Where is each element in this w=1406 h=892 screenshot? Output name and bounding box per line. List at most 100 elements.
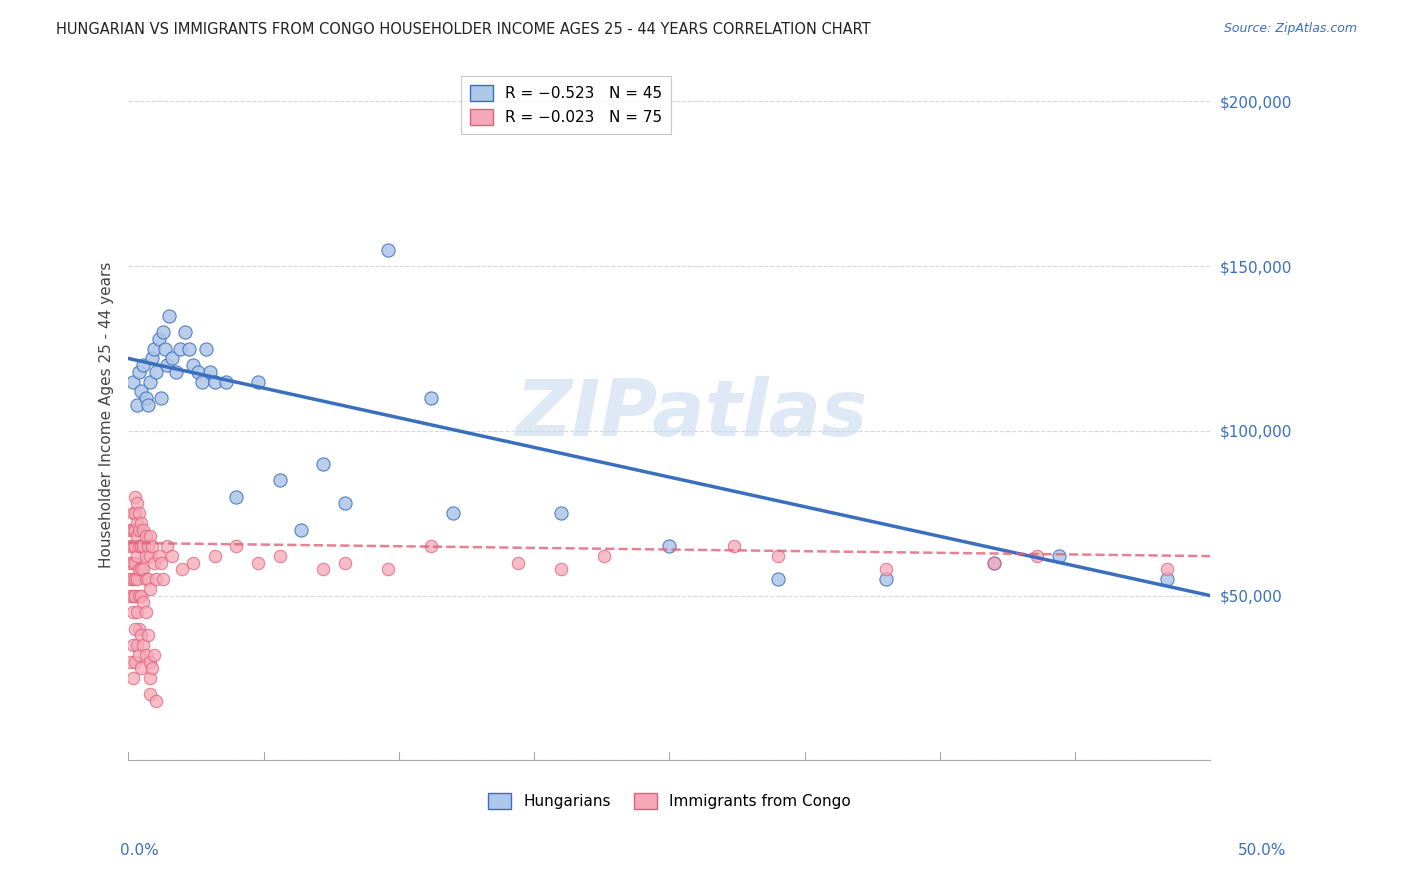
Point [593,549,616,563]
Point [1047,549,1070,563]
Point [121,638,143,652]
Text: ZIPatlas: ZIPatlas [515,376,868,452]
Text: Source: ZipAtlas.com: Source: ZipAtlas.com [1223,22,1357,36]
Point [128,365,150,379]
Point [136,539,159,553]
Point [125,572,148,586]
Point [124,655,146,669]
Point [121,572,143,586]
Point [333,556,356,570]
Point [141,351,163,366]
Point [169,342,191,356]
Point [148,549,170,563]
Point [875,562,897,576]
Point [441,506,464,520]
Point [125,638,148,652]
Point [658,539,681,553]
Point [139,529,162,543]
Point [135,529,157,543]
Point [121,523,143,537]
Point [125,529,148,543]
Point [139,655,162,669]
Point [124,622,146,636]
Point [125,398,148,412]
Point [160,549,183,563]
Point [128,506,150,520]
Point [766,572,789,586]
Point [143,648,166,662]
Point [124,539,146,553]
Point [181,556,204,570]
Point [204,549,226,563]
Point [290,523,312,537]
Point [225,539,247,553]
Point [135,549,157,563]
Point [128,622,150,636]
Point [124,523,146,537]
Point [156,539,179,553]
Point [120,589,142,603]
Point [136,628,159,642]
Legend: Hungarians, Immigrants from Congo: Hungarians, Immigrants from Congo [482,787,856,815]
Point [132,539,155,553]
Point [139,582,162,596]
Point [153,342,176,356]
Point [420,539,443,553]
Point [172,562,194,576]
Point [132,562,155,576]
Point [149,556,172,570]
Point [135,572,157,586]
Point [875,572,897,586]
Point [247,556,270,570]
Point [132,638,155,652]
Point [125,516,148,531]
Point [121,605,143,619]
Point [312,562,335,576]
Point [135,391,157,405]
Point [135,605,157,619]
Point [200,365,222,379]
Point [129,589,152,603]
Point [136,398,159,412]
Point [191,375,214,389]
Point [139,688,162,702]
Point [173,325,195,339]
Point [121,506,143,520]
Point [145,365,167,379]
Point [269,549,291,563]
Point [128,648,150,662]
Point [129,516,152,531]
Point [723,539,745,553]
Point [204,375,226,389]
Point [121,671,143,685]
Point [124,589,146,603]
Point [181,358,204,372]
Point [143,556,166,570]
Point [139,375,162,389]
Point [152,572,174,586]
Text: HUNGARIAN VS IMMIGRANTS FROM CONGO HOUSEHOLDER INCOME AGES 25 - 44 YEARS CORRELA: HUNGARIAN VS IMMIGRANTS FROM CONGO HOUSE… [56,22,870,37]
Point [124,572,146,586]
Point [121,589,143,603]
Point [120,539,142,553]
Point [135,648,157,662]
Point [145,572,167,586]
Point [128,523,150,537]
Point [120,556,142,570]
Point [129,384,152,399]
Point [132,595,155,609]
Point [129,539,152,553]
Point [333,496,356,510]
Point [141,539,163,553]
Point [506,556,529,570]
Point [121,556,143,570]
Point [766,549,789,563]
Point [129,628,152,642]
Point [550,562,572,576]
Point [983,556,1005,570]
Point [377,243,399,257]
Point [120,523,142,537]
Point [128,562,150,576]
Point [121,375,143,389]
Point [247,375,270,389]
